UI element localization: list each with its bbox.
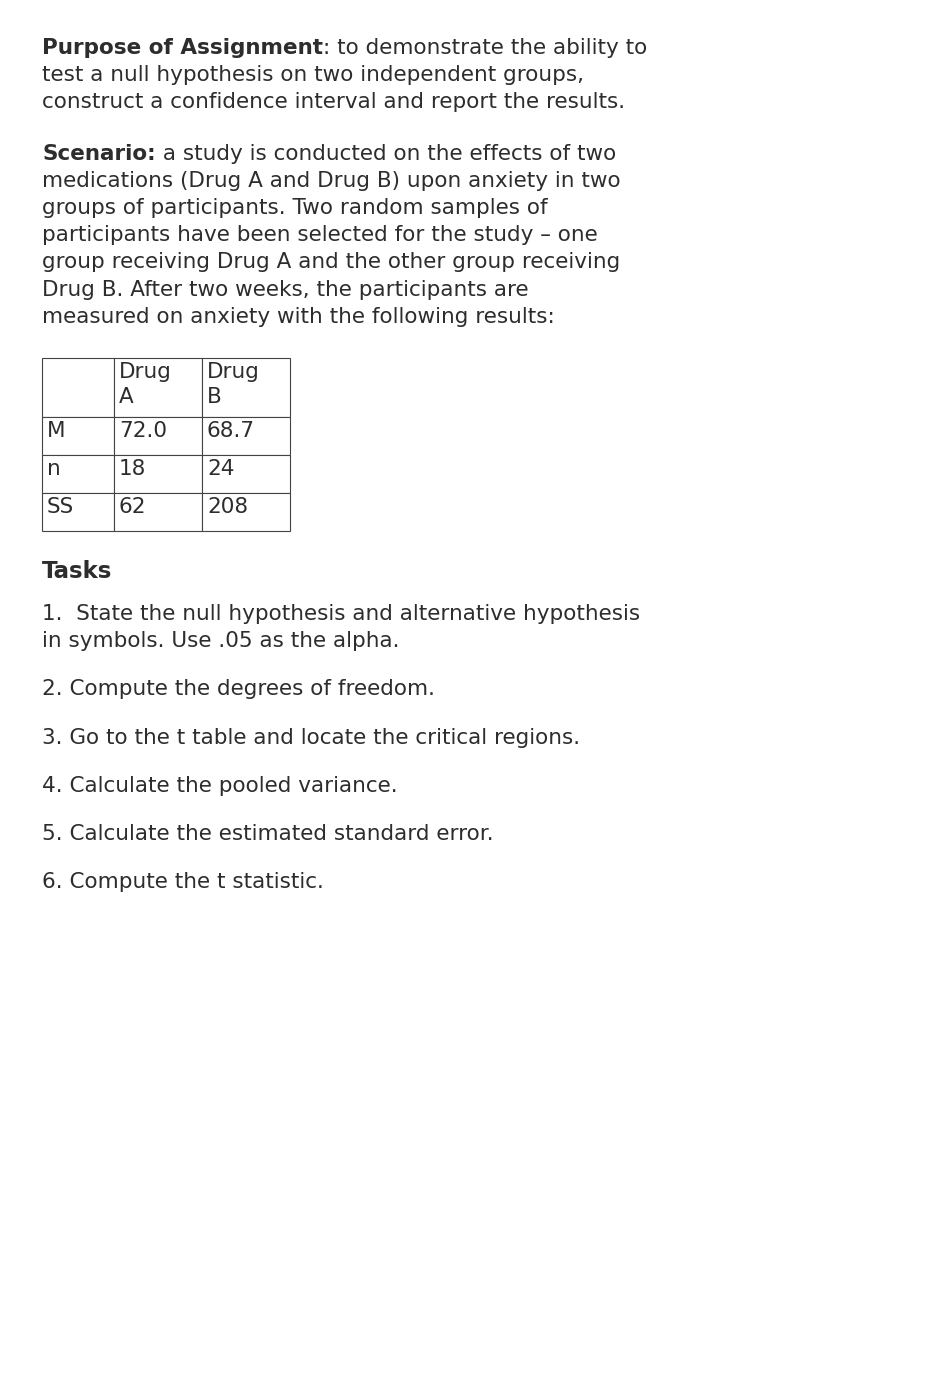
Text: 2. Compute the degrees of freedom.: 2. Compute the degrees of freedom. [42,679,435,699]
Text: Purpose of Assignment: Purpose of Assignment [42,37,323,58]
Text: 3. Go to the t table and locate the critical regions.: 3. Go to the t table and locate the crit… [42,727,580,748]
Text: Drug B. After two weeks, the participants are: Drug B. After two weeks, the participant… [42,280,529,299]
Text: 5. Calculate the estimated standard error.: 5. Calculate the estimated standard erro… [42,824,494,843]
Bar [202,417,290,454]
Text: in symbols. Use .05 as the alpha.: in symbols. Use .05 as the alpha. [42,632,399,651]
Text: measured on anxiety with the following results:: measured on anxiety with the following r… [42,307,555,327]
Text: group receiving Drug A and the other group receiving: group receiving Drug A and the other gro… [42,252,621,273]
Text: 68.7: 68.7 [207,421,255,440]
Text: M: M [47,421,66,440]
Text: medications (Drug A and Drug B) upon anxiety in two: medications (Drug A and Drug B) upon anx… [42,170,621,191]
Bar [42,417,114,454]
Text: SS: SS [47,497,74,517]
Text: 1.  State the null hypothesis and alternative hypothesis: 1. State the null hypothesis and alterna… [42,604,640,623]
Bar [42,454,114,493]
Text: Scenario:: Scenario: [42,144,156,163]
Bar [202,493,290,530]
Bar [202,454,290,493]
Text: Tasks: Tasks [42,560,113,583]
Text: 72.0: 72.0 [119,421,167,440]
Text: construct a confidence interval and report the results.: construct a confidence interval and repo… [42,93,625,112]
Text: participants have been selected for the study – one: participants have been selected for the … [42,226,598,245]
Bar [202,357,290,417]
Bar [114,493,202,530]
Bar [42,357,114,417]
Text: 4. Calculate the pooled variance.: 4. Calculate the pooled variance. [42,776,397,796]
Text: 24: 24 [207,458,235,479]
Bar [114,417,202,454]
Text: 18: 18 [119,458,146,479]
Text: 208: 208 [207,497,248,517]
Text: test a null hypothesis on two independent groups,: test a null hypothesis on two independen… [42,65,584,86]
Text: Drug: Drug [207,361,260,382]
Bar [42,493,114,530]
Text: 62: 62 [119,497,146,517]
Text: B: B [207,386,222,407]
Text: a study is conducted on the effects of two: a study is conducted on the effects of t… [156,144,616,163]
Text: A: A [119,386,133,407]
Text: : to demonstrate the ability to: : to demonstrate the ability to [323,37,647,58]
Text: groups of participants. Two random samples of: groups of participants. Two random sampl… [42,198,547,217]
Text: 6. Compute the t statistic.: 6. Compute the t statistic. [42,873,324,892]
Text: Drug: Drug [119,361,172,382]
Text: n: n [47,458,61,479]
Bar [114,454,202,493]
Bar [114,357,202,417]
